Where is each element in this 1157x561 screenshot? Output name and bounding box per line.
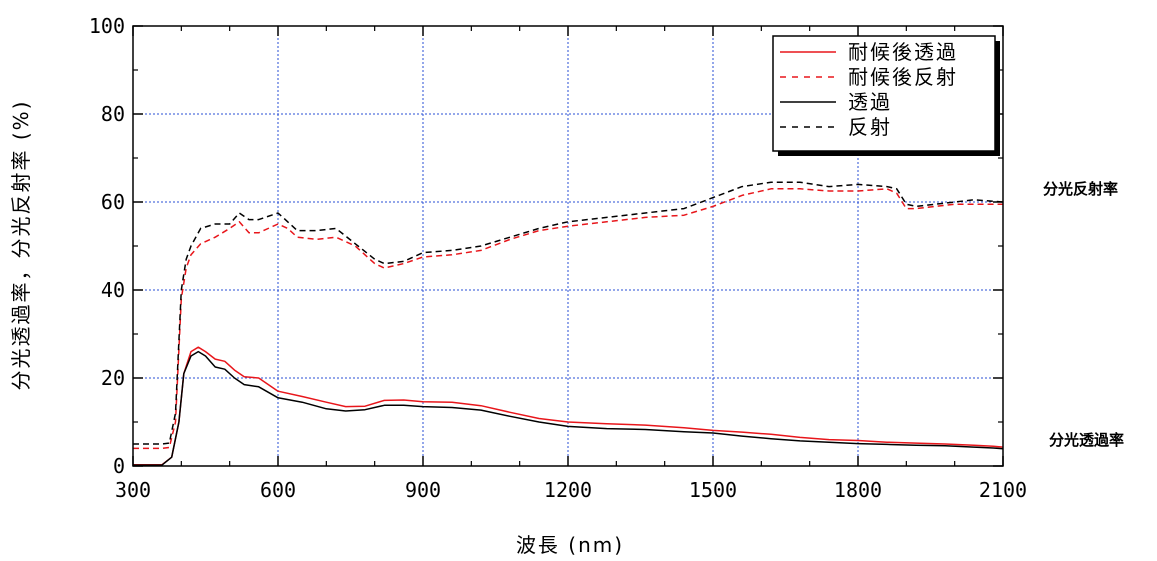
x-tick-labels: 300 600 900 1200 1500 1800 2100 bbox=[115, 478, 1027, 502]
legend-label-1: 耐候後透過 bbox=[848, 40, 958, 64]
series-lines bbox=[133, 181, 1004, 466]
y-tick-label: 100 bbox=[89, 14, 125, 38]
y-tick-label: 0 bbox=[113, 454, 125, 478]
y-tick-label: 20 bbox=[101, 366, 125, 390]
y-tick-label: 40 bbox=[101, 278, 125, 302]
legend-label-3: 透過 bbox=[848, 90, 892, 114]
y-axis-title: 分光透過率，分光反射率 (%) bbox=[9, 100, 33, 391]
y-tick-labels: 0 20 40 60 80 100 bbox=[89, 14, 125, 478]
legend-box bbox=[772, 35, 996, 152]
x-tick-label: 2100 bbox=[979, 478, 1027, 502]
reflectance-side-label: 分光反射率 bbox=[1043, 180, 1118, 198]
x-tick-label: 1500 bbox=[689, 478, 737, 502]
y-tick-label: 60 bbox=[101, 190, 125, 214]
x-tick-label: 300 bbox=[115, 478, 151, 502]
transmittance-side-label: 分光透過率 bbox=[1049, 431, 1124, 449]
x-tick-label: 1800 bbox=[834, 478, 882, 502]
legend-label-2: 耐候後反射 bbox=[848, 65, 958, 89]
series-line-2 bbox=[133, 188, 1003, 450]
y-tick-label: 80 bbox=[101, 102, 125, 126]
series-line-1 bbox=[133, 346, 1004, 466]
x-axis-title: 波長 (nm) bbox=[516, 533, 624, 557]
series-line-3 bbox=[133, 350, 1004, 466]
legend-label-4: 反射 bbox=[848, 115, 892, 139]
tick-marks bbox=[132, 25, 1004, 467]
x-tick-label: 1200 bbox=[544, 478, 592, 502]
series-line-4 bbox=[133, 181, 1004, 445]
x-tick-label: 600 bbox=[260, 478, 296, 502]
x-tick-label: 900 bbox=[405, 478, 441, 502]
